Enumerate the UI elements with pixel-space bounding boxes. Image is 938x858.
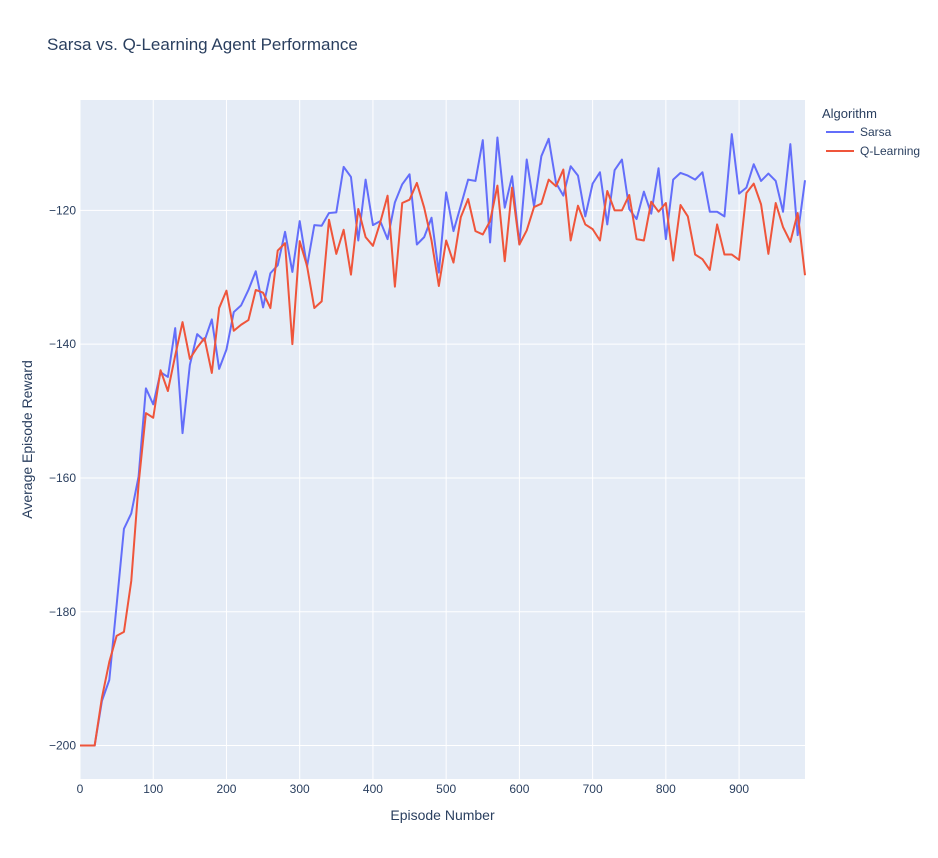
legend-item-q-learning[interactable]: Q-Learning [826, 144, 920, 158]
x-tick-label: 400 [363, 782, 383, 796]
x-tick-labels: 0 100 200 300 400 500 600 700 800 900 [77, 782, 750, 796]
x-tick-label: 500 [436, 782, 456, 796]
y-tick-label: −120 [49, 203, 76, 217]
y-tick-label: −160 [49, 471, 76, 485]
series-line-sarsa[interactable] [80, 133, 806, 747]
x-tick-label: 300 [290, 782, 310, 796]
legend-item-sarsa[interactable]: Sarsa [826, 125, 892, 139]
legend-title: Algorithm [822, 106, 877, 121]
chart-title: Sarsa vs. Q-Learning Agent Performance [47, 35, 358, 54]
plot-area [80, 100, 805, 779]
legend[interactable]: Algorithm Sarsa Q-Learning [822, 106, 920, 158]
x-tick-label: 700 [583, 782, 603, 796]
y-tick-label: −180 [49, 605, 76, 619]
x-tick-label: 0 [77, 782, 84, 796]
x-tick-label: 600 [509, 782, 529, 796]
y-tick-label: −200 [49, 739, 76, 753]
x-tick-label: 200 [216, 782, 236, 796]
x-axis-title: Episode Number [390, 807, 495, 823]
x-tick-label: 100 [143, 782, 163, 796]
series-lines [80, 133, 806, 747]
y-axis-title: Average Episode Reward [19, 360, 35, 519]
y-tick-label: −140 [49, 337, 76, 351]
legend-label: Sarsa [860, 125, 892, 139]
x-tick-label: 800 [656, 782, 676, 796]
legend-label: Q-Learning [860, 144, 920, 158]
x-tick-label: 900 [729, 782, 749, 796]
series-line-q-learning[interactable] [80, 168, 806, 747]
y-tick-labels: −200 −180 −160 −140 −120 [49, 203, 76, 752]
gridlines [79, 100, 805, 779]
